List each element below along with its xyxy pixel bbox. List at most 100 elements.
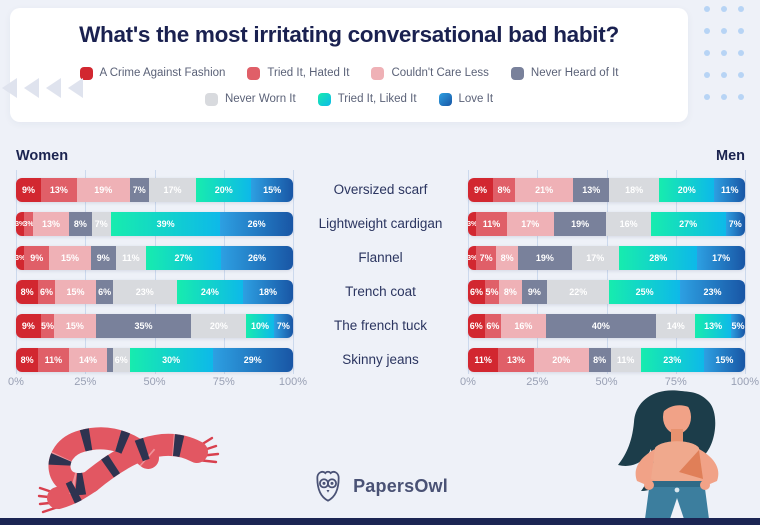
- bar-segment: 6%: [38, 280, 55, 304]
- legend-swatch: [510, 66, 524, 80]
- bar-segment: 29%: [212, 348, 293, 372]
- bar-segment: 8%: [16, 348, 39, 372]
- axis-tick-label: 75%: [664, 376, 687, 388]
- bar-segment: 7%: [476, 246, 496, 270]
- legend-swatch: [371, 66, 385, 80]
- bar-segment: 16%: [501, 314, 546, 338]
- men-chart: 0%25%50%75%100%9%8%21%13%18%20%11%3%11%1…: [460, 170, 759, 392]
- bar-segment: 8%: [495, 246, 519, 270]
- bar-row: 6% 6% 16% 40% 14% 13% 5%: [468, 314, 745, 338]
- bar-segment: 3%: [24, 212, 33, 236]
- category-label: Lightweight cardigan: [318, 216, 443, 231]
- gridline: [537, 170, 539, 374]
- bar-segment: 10%: [246, 314, 274, 338]
- bar-segment: 3%: [16, 246, 25, 270]
- legend-swatch: [204, 92, 218, 106]
- gridline: [154, 170, 156, 374]
- brand-logo: PapersOwl: [280, 464, 480, 508]
- chevron-left-icon: [46, 78, 61, 98]
- bar-segment: 27%: [650, 212, 726, 236]
- dot-decoration: [704, 28, 710, 34]
- legend: A Crime Against Fashion Tried It, Hated I…: [10, 60, 688, 112]
- bar-segment: 11%: [714, 178, 745, 202]
- legend-label: Never Heard of It: [530, 67, 619, 79]
- bar-segment: 30%: [129, 348, 213, 372]
- bar-segment: 6%: [96, 280, 113, 304]
- dot-decoration: [721, 28, 727, 34]
- legend-row: Never Worn It Tried It, Liked It Love It: [10, 86, 688, 112]
- bar-segment: 23%: [679, 280, 745, 304]
- dot-decoration: [721, 94, 727, 100]
- bar-segment: 14%: [68, 348, 108, 372]
- women-chart: 0%25%50%75%100%9%13%19%7%17%20%15%3%3%13…: [8, 170, 307, 392]
- dot-decoration: [704, 72, 710, 78]
- category-label: The french tuck: [333, 318, 428, 333]
- bar-row: 9% 8% 21% 13% 18% 20% 11%: [468, 178, 745, 202]
- legend-item: Tried It, Hated It: [247, 66, 350, 80]
- bar-segment: 9%: [16, 314, 41, 338]
- bar-segment: 15%: [54, 314, 96, 338]
- bar-segment: 7%: [129, 178, 149, 202]
- bar-segment: 15%: [251, 178, 293, 202]
- bar-segment: 11%: [115, 246, 147, 270]
- dot-decoration: [738, 72, 744, 78]
- dot-decoration: [738, 50, 744, 56]
- bar-segment: 9%: [521, 280, 548, 304]
- bar-segment: 8%: [16, 280, 39, 304]
- dot-decoration: [721, 6, 727, 12]
- bar-segment: 11%: [468, 348, 499, 372]
- legend-label: Tried It, Hated It: [267, 67, 350, 79]
- bar-row: 8% 6% 15% 6% 23% 24% 18%: [16, 280, 293, 304]
- bar-segment: 15%: [703, 348, 745, 372]
- woman-illustration: [618, 390, 719, 519]
- bar-row: 3%11%17%19%16%27%7%: [468, 212, 745, 236]
- legend-label: Love It: [458, 93, 494, 105]
- gridline: [675, 170, 677, 374]
- legend-row: A Crime Against Fashion Tried It, Hated I…: [10, 60, 688, 86]
- bar-segment: 7%: [273, 314, 293, 338]
- bar-row: 3%7%8%19%17%28%17%: [468, 246, 745, 270]
- bar-segment: 20%: [533, 348, 589, 372]
- bar-segment: 35%: [95, 314, 192, 338]
- bar-segment: 19%: [518, 246, 572, 270]
- category-label: Trench coat: [345, 284, 416, 299]
- bar-segment: 8%: [492, 178, 516, 202]
- legend-item: Never Heard of It: [510, 66, 619, 80]
- axis-tick-label: 25%: [74, 376, 97, 388]
- bar-segment: 13%: [40, 178, 77, 202]
- chevrons-decoration: [2, 78, 83, 98]
- bar-segment: 26%: [220, 246, 293, 270]
- bar-segment: 8%: [499, 280, 522, 304]
- axis-tick-label: 25%: [526, 376, 549, 388]
- bar-segment: 19%: [76, 178, 130, 202]
- bar-segment: 20%: [196, 178, 252, 202]
- bar-segment: 11%: [38, 348, 69, 372]
- bar-segment: 6%: [484, 314, 502, 338]
- bar-segment: 18%: [609, 178, 660, 202]
- dot-decoration: [721, 50, 727, 56]
- legend-swatch: [247, 66, 261, 80]
- bottom-accent-strip: [0, 518, 760, 525]
- bar-row: 3%9%15%9%11%27%26%: [16, 246, 293, 270]
- dot-decoration: [738, 6, 744, 12]
- legend-item: Couldn't Care Less: [371, 66, 489, 80]
- axis-tick-label: 50%: [143, 376, 166, 388]
- bar-row: 6% 5% 8% 9% 22% 25% 23%: [468, 280, 745, 304]
- bar-segment: 24%: [176, 280, 244, 304]
- axis-tick-label: 0%: [8, 376, 24, 388]
- bar-segment: 17%: [571, 246, 620, 270]
- bar-segment: 8%: [588, 348, 611, 372]
- bar-segment: 27%: [146, 246, 221, 270]
- bar-segment: 9%: [16, 178, 41, 202]
- bar-segment: 23%: [640, 348, 704, 372]
- women-label: Women: [16, 148, 69, 164]
- bar-segment: 3%: [468, 246, 477, 270]
- bar-segment: 13%: [573, 178, 610, 202]
- bar-segment: 3%: [468, 212, 477, 236]
- bar-segment: 15%: [49, 246, 91, 270]
- bar-segment: 13%: [498, 348, 534, 372]
- bar-segment: 9%: [24, 246, 50, 270]
- bar-segment: 3%: [16, 212, 25, 236]
- dots-decoration: [704, 6, 754, 106]
- gridline: [85, 170, 87, 374]
